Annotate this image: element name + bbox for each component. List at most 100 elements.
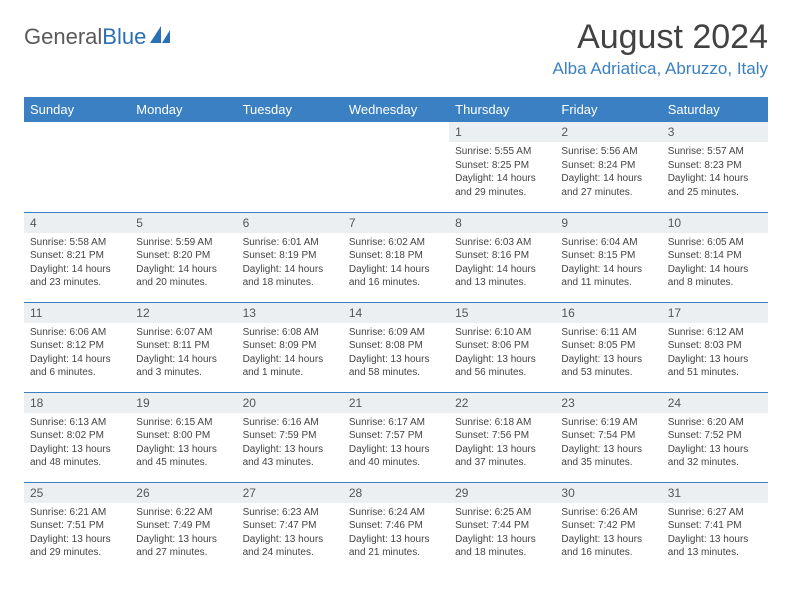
calendar-cell: 17Sunrise: 6:12 AMSunset: 8:03 PMDayligh…: [662, 302, 768, 392]
sunset: Sunset: 8:05 PM: [561, 339, 655, 353]
day-number: 11: [24, 303, 130, 323]
calendar-cell: 20Sunrise: 6:16 AMSunset: 7:59 PMDayligh…: [237, 392, 343, 482]
sunset: Sunset: 8:08 PM: [349, 339, 443, 353]
calendar-cell: 27Sunrise: 6:23 AMSunset: 7:47 PMDayligh…: [237, 482, 343, 572]
calendar-cell: 29Sunrise: 6:25 AMSunset: 7:44 PMDayligh…: [449, 482, 555, 572]
day-number: 9: [555, 213, 661, 233]
day-details: Sunrise: 6:04 AMSunset: 8:15 PMDaylight:…: [555, 233, 661, 296]
day-number: 4: [24, 213, 130, 233]
calendar-cell: 4Sunrise: 5:58 AMSunset: 8:21 PMDaylight…: [24, 212, 130, 302]
daylight: Daylight: 13 hours and 40 minutes.: [349, 443, 443, 470]
logo-text-blue: Blue: [102, 24, 146, 50]
calendar-cell: 31Sunrise: 6:27 AMSunset: 7:41 PMDayligh…: [662, 482, 768, 572]
sunrise: Sunrise: 6:25 AM: [455, 506, 549, 520]
day-header: Sunday: [24, 97, 130, 122]
sunrise: Sunrise: 6:05 AM: [668, 236, 762, 250]
calendar-cell: 9Sunrise: 6:04 AMSunset: 8:15 PMDaylight…: [555, 212, 661, 302]
sunrise: Sunrise: 6:21 AM: [30, 506, 124, 520]
day-details: Sunrise: 6:23 AMSunset: 7:47 PMDaylight:…: [237, 503, 343, 566]
day-details: Sunrise: 6:13 AMSunset: 8:02 PMDaylight:…: [24, 413, 130, 476]
daylight: Daylight: 13 hours and 32 minutes.: [668, 443, 762, 470]
daylight: Daylight: 14 hours and 6 minutes.: [30, 353, 124, 380]
day-details: Sunrise: 6:22 AMSunset: 7:49 PMDaylight:…: [130, 503, 236, 566]
daylight: Daylight: 13 hours and 27 minutes.: [136, 533, 230, 560]
sunset: Sunset: 7:42 PM: [561, 519, 655, 533]
daylight: Daylight: 13 hours and 16 minutes.: [561, 533, 655, 560]
title-block: August 2024 Alba Adriatica, Abruzzo, Ita…: [553, 18, 768, 79]
sunrise: Sunrise: 6:03 AM: [455, 236, 549, 250]
sunset: Sunset: 8:00 PM: [136, 429, 230, 443]
day-header: Monday: [130, 97, 236, 122]
calendar-week: 1Sunrise: 5:55 AMSunset: 8:25 PMDaylight…: [24, 122, 768, 212]
header: GeneralBlue August 2024 Alba Adriatica, …: [24, 18, 768, 79]
daylight: Daylight: 13 hours and 51 minutes.: [668, 353, 762, 380]
day-number: 31: [662, 483, 768, 503]
location: Alba Adriatica, Abruzzo, Italy: [553, 59, 768, 79]
calendar-cell: 23Sunrise: 6:19 AMSunset: 7:54 PMDayligh…: [555, 392, 661, 482]
day-number: 2: [555, 122, 661, 142]
day-details: Sunrise: 6:25 AMSunset: 7:44 PMDaylight:…: [449, 503, 555, 566]
day-details: Sunrise: 6:20 AMSunset: 7:52 PMDaylight:…: [662, 413, 768, 476]
day-details: Sunrise: 6:27 AMSunset: 7:41 PMDaylight:…: [662, 503, 768, 566]
daylight: Daylight: 13 hours and 58 minutes.: [349, 353, 443, 380]
daylight: Daylight: 13 hours and 48 minutes.: [30, 443, 124, 470]
sunset: Sunset: 8:16 PM: [455, 249, 549, 263]
sunset: Sunset: 7:46 PM: [349, 519, 443, 533]
day-details: Sunrise: 6:12 AMSunset: 8:03 PMDaylight:…: [662, 323, 768, 386]
day-details: Sunrise: 5:59 AMSunset: 8:20 PMDaylight:…: [130, 233, 236, 296]
day-number: 30: [555, 483, 661, 503]
sunset: Sunset: 8:20 PM: [136, 249, 230, 263]
calendar-cell: 5Sunrise: 5:59 AMSunset: 8:20 PMDaylight…: [130, 212, 236, 302]
day-number: 16: [555, 303, 661, 323]
daylight: Daylight: 14 hours and 3 minutes.: [136, 353, 230, 380]
daylight: Daylight: 14 hours and 16 minutes.: [349, 263, 443, 290]
daylight: Daylight: 14 hours and 27 minutes.: [561, 172, 655, 199]
day-details: Sunrise: 6:21 AMSunset: 7:51 PMDaylight:…: [24, 503, 130, 566]
daylight: Daylight: 13 hours and 21 minutes.: [349, 533, 443, 560]
daylight: Daylight: 13 hours and 53 minutes.: [561, 353, 655, 380]
day-details: Sunrise: 6:05 AMSunset: 8:14 PMDaylight:…: [662, 233, 768, 296]
day-details: Sunrise: 6:10 AMSunset: 8:06 PMDaylight:…: [449, 323, 555, 386]
calendar-cell: 16Sunrise: 6:11 AMSunset: 8:05 PMDayligh…: [555, 302, 661, 392]
sunrise: Sunrise: 6:15 AM: [136, 416, 230, 430]
calendar-cell: 22Sunrise: 6:18 AMSunset: 7:56 PMDayligh…: [449, 392, 555, 482]
logo-text-gray: General: [24, 24, 102, 50]
calendar-cell: [130, 122, 236, 212]
calendar-week: 18Sunrise: 6:13 AMSunset: 8:02 PMDayligh…: [24, 392, 768, 482]
day-details: Sunrise: 5:55 AMSunset: 8:25 PMDaylight:…: [449, 142, 555, 205]
day-number: 5: [130, 213, 236, 233]
day-number: 15: [449, 303, 555, 323]
day-number: 10: [662, 213, 768, 233]
day-details: Sunrise: 5:57 AMSunset: 8:23 PMDaylight:…: [662, 142, 768, 205]
calendar-cell: 11Sunrise: 6:06 AMSunset: 8:12 PMDayligh…: [24, 302, 130, 392]
sunrise: Sunrise: 6:13 AM: [30, 416, 124, 430]
day-details: Sunrise: 5:58 AMSunset: 8:21 PMDaylight:…: [24, 233, 130, 296]
day-details: Sunrise: 6:02 AMSunset: 8:18 PMDaylight:…: [343, 233, 449, 296]
daylight: Daylight: 13 hours and 29 minutes.: [30, 533, 124, 560]
calendar-cell: [343, 122, 449, 212]
calendar-week: 25Sunrise: 6:21 AMSunset: 7:51 PMDayligh…: [24, 482, 768, 572]
sunset: Sunset: 8:11 PM: [136, 339, 230, 353]
daylight: Daylight: 14 hours and 25 minutes.: [668, 172, 762, 199]
day-details: Sunrise: 6:06 AMSunset: 8:12 PMDaylight:…: [24, 323, 130, 386]
sunrise: Sunrise: 6:11 AM: [561, 326, 655, 340]
calendar-cell: 15Sunrise: 6:10 AMSunset: 8:06 PMDayligh…: [449, 302, 555, 392]
sunrise: Sunrise: 6:17 AM: [349, 416, 443, 430]
sunset: Sunset: 8:15 PM: [561, 249, 655, 263]
logo: GeneralBlue: [24, 18, 172, 50]
day-number: 24: [662, 393, 768, 413]
day-number: 8: [449, 213, 555, 233]
day-details: Sunrise: 6:11 AMSunset: 8:05 PMDaylight:…: [555, 323, 661, 386]
day-number: 3: [662, 122, 768, 142]
sunset: Sunset: 7:56 PM: [455, 429, 549, 443]
daylight: Daylight: 14 hours and 18 minutes.: [243, 263, 337, 290]
calendar-cell: 30Sunrise: 6:26 AMSunset: 7:42 PMDayligh…: [555, 482, 661, 572]
logo-sail-icon: [150, 24, 172, 50]
calendar-cell: 3Sunrise: 5:57 AMSunset: 8:23 PMDaylight…: [662, 122, 768, 212]
sunrise: Sunrise: 6:10 AM: [455, 326, 549, 340]
daylight: Daylight: 14 hours and 11 minutes.: [561, 263, 655, 290]
day-details: Sunrise: 6:15 AMSunset: 8:00 PMDaylight:…: [130, 413, 236, 476]
sunrise: Sunrise: 5:56 AM: [561, 145, 655, 159]
daylight: Daylight: 14 hours and 1 minute.: [243, 353, 337, 380]
sunset: Sunset: 8:14 PM: [668, 249, 762, 263]
